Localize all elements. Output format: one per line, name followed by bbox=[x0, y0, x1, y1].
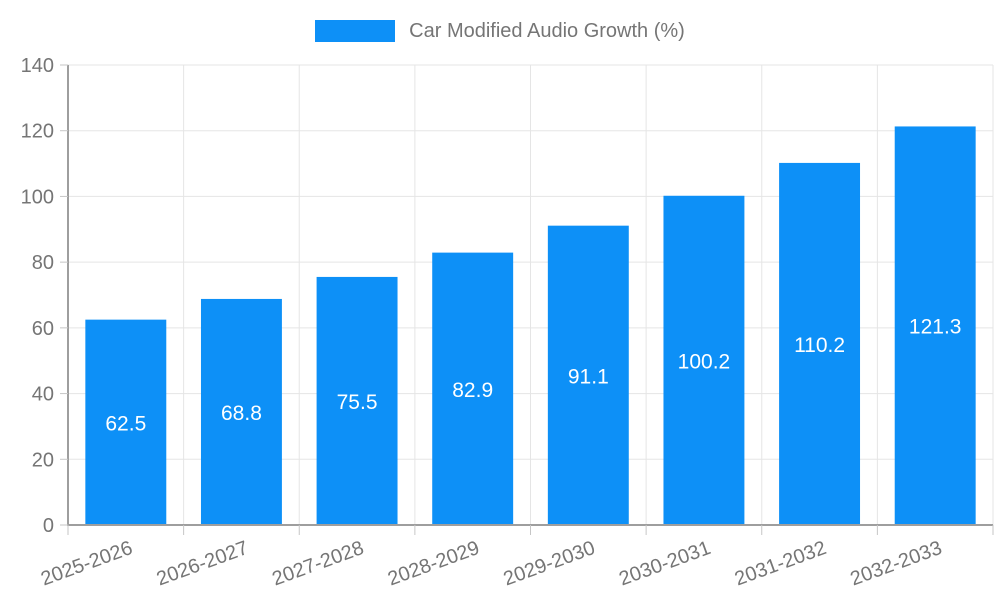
bar-value-label: 62.5 bbox=[105, 412, 146, 435]
bar-value-label: 82.9 bbox=[452, 379, 493, 402]
y-tick-label: 100 bbox=[21, 186, 54, 208]
bar-value-label: 68.8 bbox=[221, 402, 262, 425]
x-tick-label: 2032-2033 bbox=[847, 537, 944, 590]
chart-legend[interactable]: Car Modified Audio Growth (%) bbox=[0, 20, 1000, 42]
bar[interactable] bbox=[779, 162, 861, 525]
x-tick-label: 2027-2028 bbox=[269, 537, 366, 590]
bar-value-label: 121.3 bbox=[909, 316, 962, 339]
x-tick-label: 2025-2026 bbox=[38, 537, 135, 590]
y-tick-label: 80 bbox=[32, 252, 54, 274]
bar-value-label: 91.1 bbox=[568, 365, 609, 388]
y-tick-label: 0 bbox=[43, 515, 54, 537]
bar[interactable] bbox=[432, 252, 514, 525]
y-tick-label: 120 bbox=[21, 121, 54, 143]
bar-value-label: 75.5 bbox=[337, 391, 378, 414]
y-tick-label: 20 bbox=[32, 449, 54, 471]
y-tick-label: 140 bbox=[21, 55, 54, 77]
bar[interactable] bbox=[547, 225, 629, 525]
bar[interactable] bbox=[200, 298, 282, 525]
bar[interactable] bbox=[85, 319, 167, 525]
bar-value-label: 110.2 bbox=[794, 334, 845, 357]
x-tick-label: 2028-2029 bbox=[385, 537, 482, 590]
legend-label: Car Modified Audio Growth (%) bbox=[409, 20, 685, 42]
bar-value-label: 100.2 bbox=[678, 350, 731, 373]
bar[interactable] bbox=[894, 126, 976, 525]
y-tick-label: 60 bbox=[32, 318, 54, 340]
x-tick-label: 2030-2031 bbox=[616, 537, 713, 590]
y-tick-label: 40 bbox=[32, 384, 54, 406]
bar[interactable] bbox=[316, 276, 398, 525]
x-tick-label: 2031-2032 bbox=[732, 537, 829, 590]
x-tick-label: 2026-2027 bbox=[154, 537, 251, 590]
bar[interactable] bbox=[663, 195, 745, 525]
x-tick-label: 2029-2030 bbox=[501, 537, 598, 590]
legend-swatch-icon bbox=[315, 20, 396, 42]
